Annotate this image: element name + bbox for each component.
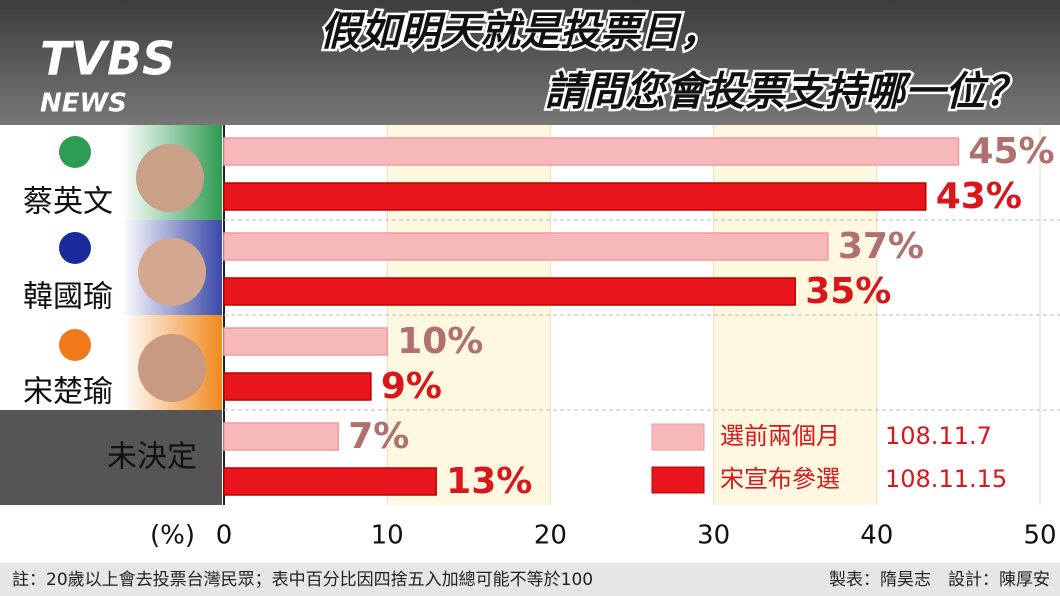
- bar: [223, 422, 339, 451]
- legend-date: 108.11.15: [885, 465, 1007, 493]
- value-label: 45%: [968, 131, 1054, 172]
- value-label: 7%: [348, 416, 409, 457]
- credits: 製表：隋昊志 設計：陳厚安: [829, 570, 1050, 590]
- bar: [223, 232, 829, 261]
- value-label: 43%: [936, 176, 1022, 217]
- party-icon: [59, 232, 91, 264]
- photo: [138, 334, 206, 402]
- bar: [223, 182, 927, 211]
- header-bg: [0, 0, 1060, 125]
- x-tick-label: 20: [534, 521, 567, 551]
- value-label: 10%: [397, 321, 483, 362]
- photo: [136, 144, 204, 212]
- x-tick-label: 0: [216, 521, 233, 551]
- x-tick-label: 40: [860, 521, 893, 551]
- x-axis-label: (%): [150, 521, 195, 551]
- footer-bg: [0, 563, 1060, 596]
- party-icon: [59, 136, 91, 168]
- footnote: 註：20歲以上會去投票台灣民眾；表中百分比因四捨五入加總可能不等於100: [12, 570, 593, 590]
- chart-title: 請問您會投票支持哪一位？: [545, 69, 1025, 115]
- legend-date: 108.11.7: [885, 422, 992, 450]
- legend-label: 宋宣布參選: [720, 465, 840, 493]
- legend-swatch: [651, 466, 705, 494]
- x-tick-label: 10: [371, 521, 404, 551]
- value-label: 13%: [446, 461, 532, 502]
- legend-swatch: [651, 423, 705, 451]
- x-tick-label: 50: [1023, 521, 1056, 551]
- value-label: 9%: [381, 366, 442, 407]
- logo: TVBS: [40, 32, 175, 86]
- category-label: 韓國瑜: [23, 280, 113, 315]
- category-label: 蔡英文: [23, 185, 113, 220]
- category-label: 宋楚瑜: [23, 375, 113, 410]
- bar: [223, 327, 388, 356]
- chart-title: 假如明天就是投票日，: [320, 9, 720, 55]
- logo-sub: NEWS: [40, 89, 127, 119]
- category-label: 未決定: [107, 440, 197, 475]
- photo: [138, 238, 206, 306]
- value-label: 37%: [838, 226, 924, 267]
- bar: [223, 467, 437, 496]
- party-icon: [59, 329, 91, 361]
- x-tick-label: 30: [697, 521, 730, 551]
- bar: [223, 372, 372, 401]
- bar: [223, 277, 796, 306]
- bar: [223, 137, 960, 166]
- value-label: 35%: [805, 271, 891, 312]
- legend-label: 選前兩個月: [720, 422, 840, 450]
- row-bg: [0, 410, 222, 505]
